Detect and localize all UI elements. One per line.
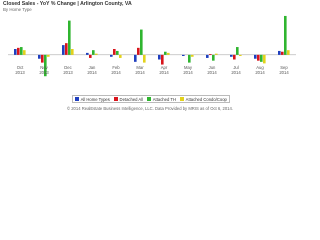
x-tick-label: Mar 2014 bbox=[135, 65, 145, 75]
x-tick-label: Jan 2014 bbox=[87, 65, 97, 75]
x-tick-label: Jul 2014 bbox=[231, 65, 241, 75]
legend-item: All Home Types bbox=[75, 97, 110, 102]
bar bbox=[260, 54, 263, 62]
bar bbox=[95, 53, 98, 55]
bar bbox=[215, 53, 218, 55]
bar bbox=[182, 54, 185, 56]
x-tick-label: Apr 2014 bbox=[159, 65, 169, 75]
x-tick-label: May 2014 bbox=[183, 65, 193, 75]
bar bbox=[38, 54, 41, 59]
legend-swatch bbox=[75, 97, 80, 101]
x-tick-label: Nov 2013 bbox=[39, 65, 49, 75]
bar bbox=[164, 51, 167, 55]
bar bbox=[239, 54, 242, 56]
x-tick-label: Oct 2013 bbox=[15, 65, 25, 75]
bar bbox=[62, 45, 65, 55]
page: {"chart_data": {"type": "bar", "title": … bbox=[0, 0, 300, 126]
chart bbox=[8, 15, 296, 77]
bar bbox=[254, 54, 257, 59]
bar bbox=[143, 54, 146, 63]
bar bbox=[230, 54, 233, 57]
bar bbox=[236, 47, 239, 55]
bar bbox=[47, 54, 50, 57]
legend-label: Attached TH bbox=[152, 96, 176, 102]
bar bbox=[137, 47, 140, 55]
bar bbox=[44, 54, 47, 77]
bar bbox=[212, 54, 215, 61]
bar bbox=[140, 29, 143, 55]
bar bbox=[23, 50, 26, 55]
x-tick-label: Sep 2014 bbox=[279, 65, 289, 75]
legend-label: All Home Types bbox=[80, 96, 110, 102]
bar bbox=[206, 54, 209, 58]
bar bbox=[110, 54, 113, 57]
legend-swatch bbox=[114, 97, 119, 101]
chart-subtitle: By Home Type bbox=[3, 7, 32, 12]
legend-swatch bbox=[147, 97, 152, 101]
legend-item: Detached All bbox=[114, 97, 143, 102]
bar bbox=[14, 49, 17, 55]
x-tick-label: Aug 2014 bbox=[255, 65, 265, 75]
bar bbox=[284, 15, 287, 55]
legend: All Home Types Detached All Attached TH Att… bbox=[72, 95, 230, 103]
bar bbox=[278, 50, 281, 55]
bar bbox=[20, 47, 23, 55]
bar bbox=[263, 54, 266, 64]
bar bbox=[68, 20, 71, 55]
bar bbox=[209, 54, 212, 55]
x-tick-label: Dec 2013 bbox=[63, 65, 73, 75]
bar bbox=[233, 54, 236, 60]
chart-title: Closed Sales - YoY % Change | Arlington … bbox=[3, 1, 132, 7]
bar bbox=[41, 54, 44, 63]
legend-label: Detached All bbox=[119, 96, 144, 102]
bar bbox=[113, 49, 116, 55]
bar bbox=[281, 51, 284, 55]
bar bbox=[287, 50, 290, 55]
footer: © 2014 RealEstate Business Intelligence,… bbox=[66, 106, 234, 111]
bar bbox=[119, 54, 122, 58]
bar bbox=[188, 54, 191, 63]
x-tick-label: Jun 2014 bbox=[207, 65, 217, 75]
legend-label: Attached Condo/Coop bbox=[185, 96, 227, 102]
bar bbox=[86, 52, 89, 55]
bar bbox=[161, 54, 164, 65]
bar bbox=[65, 43, 68, 55]
bar bbox=[92, 50, 95, 55]
legend-swatch bbox=[180, 97, 185, 101]
bar bbox=[89, 54, 92, 58]
legend-item: Attached TH bbox=[147, 97, 176, 102]
bar bbox=[17, 47, 20, 55]
bar bbox=[71, 49, 74, 55]
bar bbox=[191, 54, 194, 57]
bar bbox=[257, 54, 260, 61]
bar bbox=[116, 50, 119, 55]
bar bbox=[167, 52, 170, 55]
legend-item: Attached Condo/Coop bbox=[180, 97, 227, 102]
bar bbox=[158, 54, 161, 60]
x-tick-label: Feb 2014 bbox=[111, 65, 121, 75]
bar bbox=[134, 54, 137, 62]
